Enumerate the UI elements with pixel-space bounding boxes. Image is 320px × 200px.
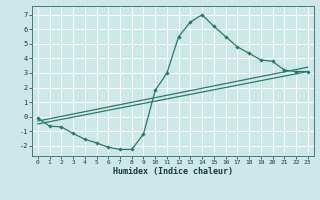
X-axis label: Humidex (Indice chaleur): Humidex (Indice chaleur) (113, 167, 233, 176)
